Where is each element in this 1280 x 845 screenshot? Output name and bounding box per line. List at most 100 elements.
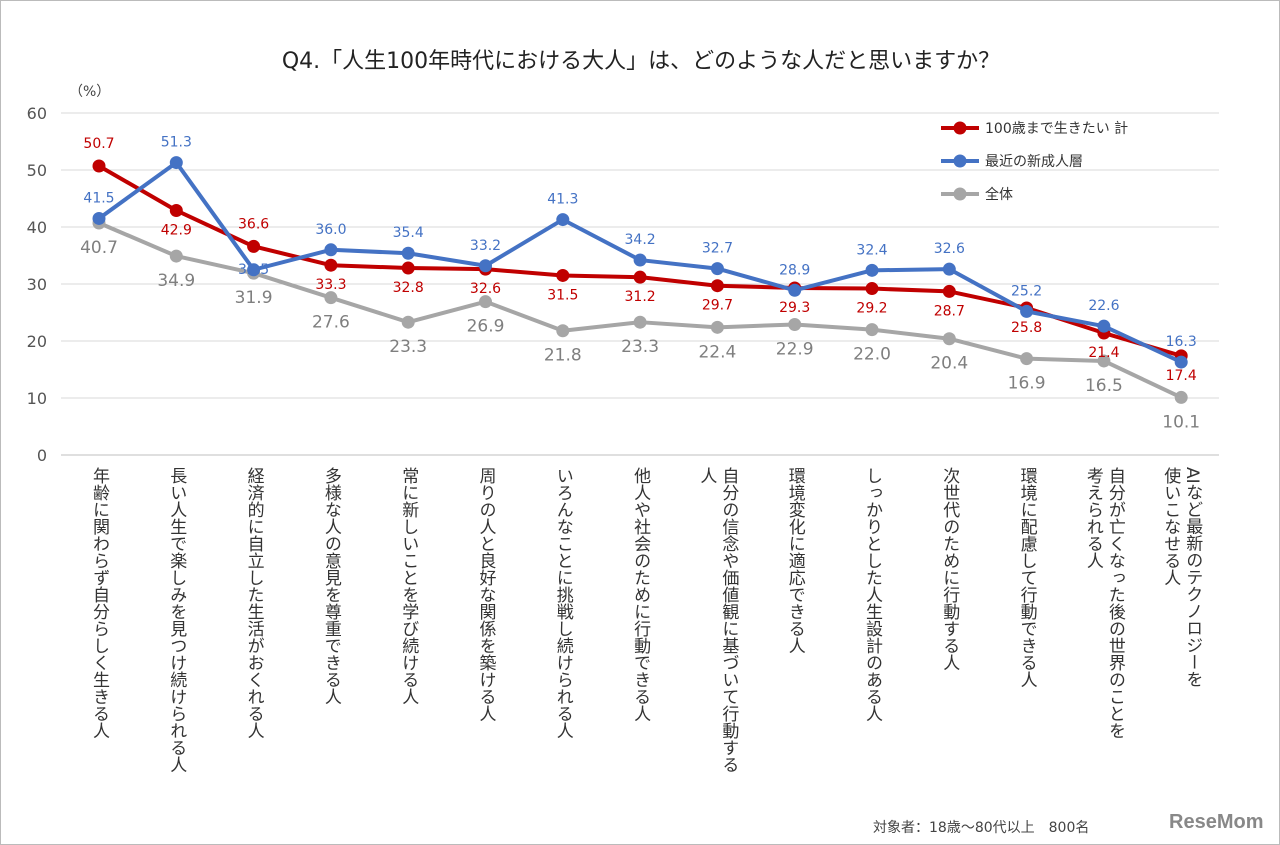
x-category-label: 自分の信念や価値観に基づいて行動する 人 [696, 467, 739, 773]
x-category-label: 長い人生で楽しみを見つけ続けられる人 [166, 467, 187, 773]
data-point [942, 332, 956, 346]
data-point [401, 315, 415, 329]
data-point [1097, 354, 1111, 368]
resemom-logo: ReseMom [1169, 811, 1264, 833]
data-point [324, 258, 338, 272]
data-label: 29.2 [856, 301, 887, 317]
x-category-label: 多様な人の意見を尊重できる人 [320, 467, 341, 705]
legend-marker [953, 154, 967, 168]
data-point [169, 156, 183, 170]
data-label: 40.7 [80, 238, 118, 258]
data-label: 36.0 [315, 222, 346, 238]
data-label: 32.8 [393, 280, 424, 296]
data-point [788, 283, 802, 297]
data-point [633, 315, 647, 329]
data-label: 33.2 [470, 238, 501, 254]
data-point [324, 243, 338, 257]
y-tick-label: 40 [27, 218, 47, 237]
data-point [633, 270, 647, 284]
data-label: 32.6 [470, 281, 501, 297]
data-label: 35.4 [393, 225, 424, 241]
x-category-label: 次世代のために行動する人 [939, 467, 960, 671]
y-tick-label: 50 [27, 161, 47, 180]
data-label: 23.3 [621, 337, 659, 357]
data-point [556, 268, 570, 282]
data-label: 22.9 [776, 339, 814, 359]
y-tick-label: 0 [37, 446, 47, 465]
data-label: 31.9 [235, 288, 273, 308]
data-point [1020, 304, 1034, 318]
data-label: 32.6 [934, 241, 965, 257]
data-point [401, 246, 415, 260]
data-point [942, 262, 956, 276]
data-point [633, 253, 647, 267]
data-label: 22.0 [853, 345, 891, 365]
x-category-label: 経済的に自立した生活がおくれる人 [243, 467, 264, 739]
legend-label: 全体 [985, 186, 1013, 203]
data-point [479, 295, 492, 309]
data-point [1097, 319, 1111, 333]
data-label: 10.1 [1162, 412, 1200, 432]
data-label: 51.3 [161, 135, 192, 151]
data-point [1020, 352, 1034, 366]
data-label: 21.8 [544, 346, 582, 366]
data-label: 25.2 [1011, 283, 1042, 299]
legend-label: 最近の新成人層 [985, 154, 1083, 170]
data-label: 22.6 [1088, 298, 1119, 314]
data-label: 32.4 [856, 242, 887, 258]
x-category-label: AIなど最新のテクノロジーを 使いこなせる人 [1160, 467, 1203, 688]
data-label: 27.6 [312, 313, 350, 333]
data-label: 26.9 [467, 317, 505, 337]
x-category-label: 周りの人と良好な関係を築ける人 [475, 467, 496, 722]
data-label: 23.3 [389, 337, 427, 357]
data-label: 28.7 [934, 303, 965, 319]
y-tick-label: 30 [27, 275, 47, 294]
x-category-label: 常に新しいことを学び続ける人 [398, 467, 419, 705]
data-label: 20.4 [930, 354, 968, 374]
data-point [710, 320, 724, 334]
data-point [710, 262, 724, 276]
data-label: 32.5 [238, 262, 269, 278]
x-category-label: 環境に配慮して行動できる人 [1016, 467, 1037, 688]
data-point [169, 203, 183, 217]
data-label: 36.6 [238, 216, 269, 232]
data-point [92, 159, 106, 173]
x-category-label: しっかりとした人生設計のある人 [862, 467, 882, 722]
y-axis-unit: （%） [69, 84, 111, 100]
data-point [401, 261, 415, 275]
data-label: 21.4 [1088, 345, 1119, 361]
data-label: 16.5 [1085, 376, 1123, 396]
data-label: 33.3 [315, 277, 346, 293]
legend-marker [953, 187, 967, 201]
data-label: 16.3 [1166, 334, 1197, 350]
data-label: 41.5 [83, 190, 114, 206]
data-point [556, 324, 570, 338]
data-label: 50.7 [83, 136, 114, 152]
data-label: 41.3 [547, 192, 578, 208]
data-point [788, 317, 802, 331]
data-point [710, 279, 724, 293]
data-point [1174, 390, 1188, 404]
x-category-label: いろんなことに挑戦し続けられる人 [552, 467, 573, 739]
data-point [865, 263, 879, 277]
x-category-label: 環境変化に適応できる人 [784, 467, 805, 654]
data-label: 34.2 [625, 232, 656, 248]
data-label: 42.9 [161, 222, 192, 238]
data-point [1174, 355, 1188, 369]
x-category-label: 他人や社会のために行動できる人 [630, 467, 651, 722]
legend-label: 100歳まで生きたい 計 [985, 121, 1128, 137]
chart-title: Q4.「人生100年時代における大人」は、どのような人だと思いますか？ [281, 49, 1001, 74]
data-point [556, 213, 570, 227]
y-tick-label: 60 [27, 104, 47, 123]
data-label: 25.8 [1011, 320, 1042, 336]
data-point [942, 284, 956, 298]
data-point [324, 291, 338, 305]
data-label: 28.9 [779, 262, 810, 278]
data-label: 29.3 [779, 300, 810, 316]
data-label: 22.4 [698, 342, 736, 362]
data-label: 17.4 [1166, 368, 1197, 384]
data-label: 31.2 [625, 289, 656, 305]
x-category-label: 年齢に関わらず自分らしく生きる人 [89, 467, 109, 739]
